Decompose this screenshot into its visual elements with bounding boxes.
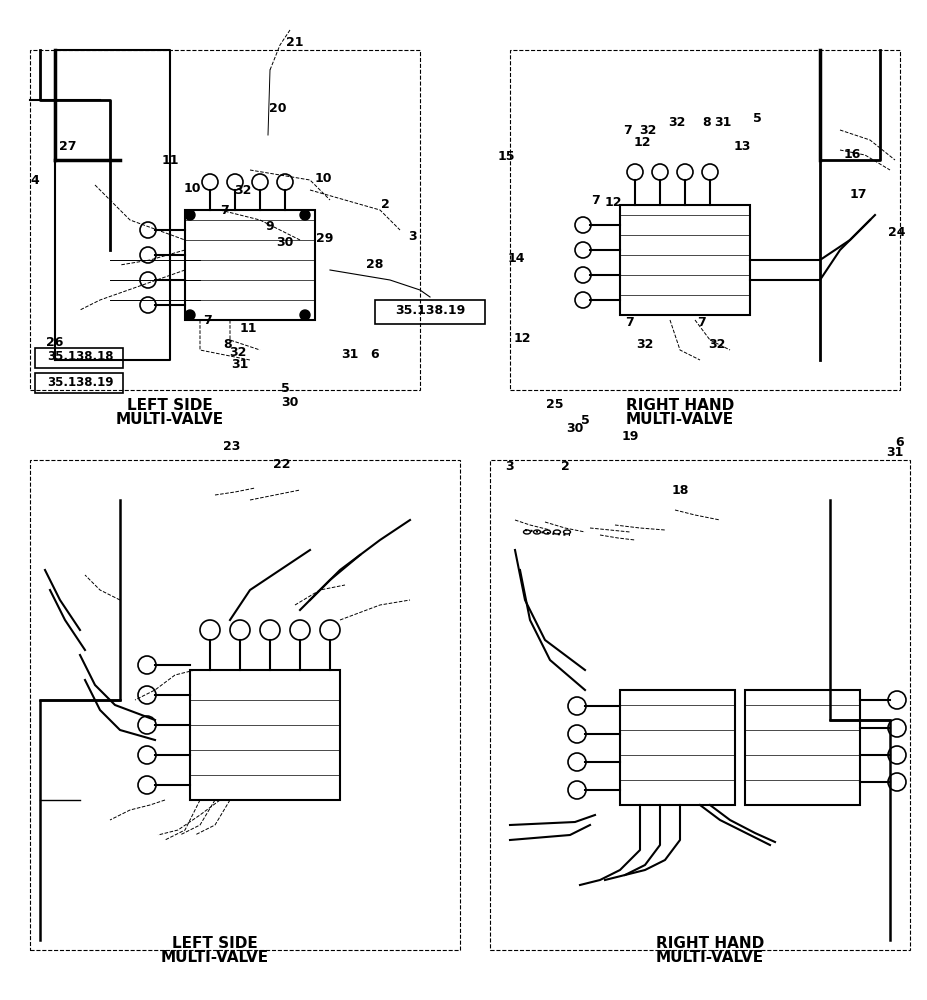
Text: 14: 14	[507, 251, 524, 264]
Text: 12: 12	[632, 136, 650, 149]
Bar	[190, 670, 339, 800]
Text: 7: 7	[697, 316, 705, 328]
Text: 23: 23	[223, 440, 240, 454]
Bar	[744, 690, 859, 805]
Text: 5: 5	[752, 111, 760, 124]
Text: 7: 7	[625, 316, 634, 328]
Text: 8: 8	[223, 338, 232, 351]
Text: 6: 6	[370, 349, 379, 361]
Text: 24: 24	[887, 227, 905, 239]
Bar	[30, 460, 460, 950]
Text: 10: 10	[314, 172, 331, 184]
Text: 25: 25	[546, 398, 563, 412]
Text: 21: 21	[286, 35, 303, 48]
Text: 20: 20	[269, 102, 286, 114]
Text: 35.138.19: 35.138.19	[395, 304, 464, 316]
Text: 7: 7	[623, 123, 631, 136]
Text: 29: 29	[316, 232, 334, 244]
Text: 32: 32	[229, 346, 247, 359]
Text: 32: 32	[639, 123, 656, 136]
Text: 28: 28	[366, 258, 383, 271]
Text: 8: 8	[702, 116, 711, 129]
Text: 2: 2	[380, 198, 389, 212]
Text: 35.138.19: 35.138.19	[46, 375, 113, 388]
Text: LEFT SIDE: LEFT SIDE	[171, 936, 258, 950]
Text: 32: 32	[234, 184, 251, 196]
Text: 31: 31	[714, 116, 730, 129]
Text: 5: 5	[280, 381, 289, 394]
Circle shape	[299, 310, 310, 320]
Text: 30: 30	[281, 395, 298, 408]
Bar	[619, 205, 749, 315]
Circle shape	[299, 210, 310, 220]
Text: 10: 10	[183, 182, 200, 194]
Bar	[489, 460, 909, 950]
Text: 7: 7	[203, 314, 212, 326]
Text: 31: 31	[341, 349, 359, 361]
Text: 16: 16	[843, 148, 859, 161]
Text: 22: 22	[273, 458, 290, 472]
Bar	[619, 690, 734, 805]
Text: 7: 7	[221, 204, 229, 217]
Text: 18: 18	[670, 484, 688, 496]
Text: 15: 15	[497, 150, 514, 163]
Bar	[510, 50, 899, 390]
Bar	[184, 210, 314, 320]
Text: 30: 30	[276, 235, 293, 248]
Text: MULTI-VALVE: MULTI-VALVE	[655, 950, 763, 964]
Text: 7: 7	[591, 194, 600, 207]
Text: 2: 2	[560, 460, 569, 474]
Text: 12: 12	[513, 332, 530, 344]
Text: 3: 3	[408, 231, 417, 243]
Text: 6: 6	[895, 436, 903, 448]
Text: MULTI-VALVE: MULTI-VALVE	[626, 412, 733, 428]
Text: MULTI-VALVE: MULTI-VALVE	[160, 950, 269, 964]
Bar	[35, 373, 123, 393]
Text: 17: 17	[848, 188, 866, 202]
Text: 11: 11	[239, 322, 257, 334]
Text: RIGHT HAND: RIGHT HAND	[655, 936, 763, 950]
Text: 35.138.18: 35.138.18	[46, 351, 113, 363]
Text: 31: 31	[231, 359, 248, 371]
Text: 13: 13	[732, 139, 750, 152]
Bar	[30, 50, 420, 390]
Text: RIGHT HAND: RIGHT HAND	[625, 397, 733, 412]
Text: LEFT SIDE: LEFT SIDE	[127, 397, 212, 412]
Circle shape	[184, 210, 195, 220]
Text: 32: 32	[667, 116, 685, 129]
Text: 3: 3	[505, 460, 514, 474]
Text: 31: 31	[885, 446, 903, 460]
Text: 4: 4	[31, 174, 39, 186]
Text: 12: 12	[603, 196, 621, 209]
Text: 26: 26	[46, 336, 64, 350]
Text: 32: 32	[707, 338, 725, 352]
Text: 5: 5	[580, 414, 589, 426]
Text: 9: 9	[265, 221, 274, 233]
Text: 27: 27	[59, 140, 77, 153]
Bar	[35, 348, 123, 368]
Text: MULTI-VALVE: MULTI-VALVE	[116, 412, 223, 428]
Bar	[375, 300, 485, 324]
Circle shape	[184, 310, 195, 320]
Text: 30: 30	[565, 422, 583, 434]
Text: 11: 11	[161, 153, 179, 166]
Text: 32: 32	[636, 338, 653, 352]
Text: 19: 19	[621, 430, 638, 442]
